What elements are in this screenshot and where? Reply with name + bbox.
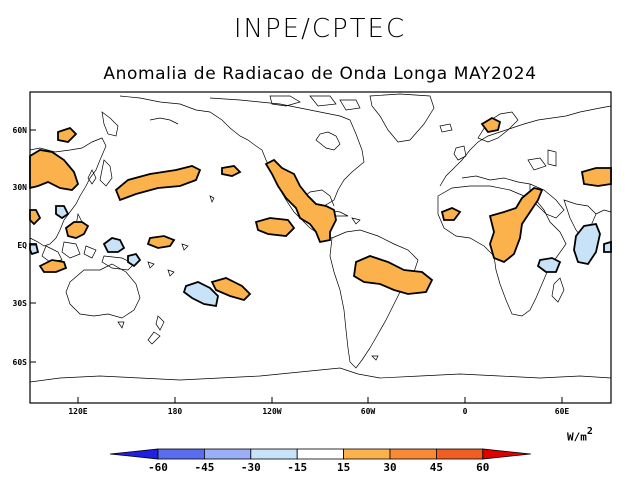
colorbar-label: -45 xyxy=(194,461,214,474)
anomaly-neg-indian-ocean-east xyxy=(603,240,612,253)
colorbar-swatch xyxy=(389,448,437,460)
anomaly-neg-melanesia xyxy=(127,252,142,268)
anomaly-scandinavia xyxy=(480,116,502,133)
anomaly-south-america xyxy=(353,255,434,295)
units-label: W/m2 xyxy=(567,426,593,444)
anomaly-central-pacific xyxy=(146,235,176,249)
anomaly-indonesia xyxy=(38,259,68,273)
lat-label: 60S xyxy=(13,358,28,367)
lat-label: 30N xyxy=(13,183,28,192)
lon-label: 120W xyxy=(262,407,281,416)
colorbar-label: 15 xyxy=(337,461,350,474)
anomaly-neg-west-pacific xyxy=(102,237,126,253)
longitude-labels: 120E 180 120W 60W 0 60E xyxy=(68,407,569,416)
lon-label: 60E xyxy=(555,407,570,416)
colorbar-swatch xyxy=(157,448,205,460)
chart-title: Anomalia de Radiacao de Onda Longa MAY20… xyxy=(103,64,537,84)
anomaly-neg-south-pacific xyxy=(182,281,219,308)
axis-ticks xyxy=(30,129,563,403)
colorbar-arrow-low xyxy=(109,448,159,460)
anomaly-neg-indian-ocean-west xyxy=(29,243,40,256)
anomaly-north-pacific xyxy=(114,165,202,202)
negative-anomaly-areas xyxy=(29,205,612,308)
anomaly-mid-pacific xyxy=(221,165,242,177)
anomaly-philippines xyxy=(64,221,90,239)
colorbar-label: 45 xyxy=(430,461,443,474)
lon-label: 0 xyxy=(463,407,468,416)
colorbar-label: -60 xyxy=(148,461,168,474)
positive-anomaly-areas xyxy=(29,116,612,302)
lat-label: 60N xyxy=(13,126,28,135)
colorbar-swatch xyxy=(203,448,252,460)
anomaly-africa xyxy=(488,187,544,264)
anomaly-south-china xyxy=(29,209,42,226)
anomaly-central-asia xyxy=(580,167,612,187)
colorbar-swatch xyxy=(343,448,391,460)
anomaly-east-asia xyxy=(29,149,80,191)
anomaly-neg-south-africa xyxy=(536,257,562,273)
colorbar-swatch xyxy=(250,448,298,460)
anomaly-north-america-west xyxy=(264,158,337,244)
anomaly-south-pacific xyxy=(210,277,252,302)
lat-label: 30S xyxy=(13,299,28,308)
colorbar-swatch xyxy=(435,448,484,460)
latitude-labels: 60N 30N EQ 30S 60S xyxy=(13,126,28,367)
anomaly-west-africa xyxy=(440,207,462,221)
colorbar-label: -15 xyxy=(287,461,307,474)
colorbar-swatch xyxy=(296,448,345,460)
lat-label: EQ xyxy=(17,241,27,250)
colorbar-label: -30 xyxy=(241,461,261,474)
lon-label: 180 xyxy=(168,407,183,416)
lon-label: 60W xyxy=(361,407,376,416)
anomaly-neg-south-china-sea xyxy=(55,205,70,220)
anomaly-east-pacific xyxy=(254,217,296,237)
color-bar-legend: -60 -45 -30 -15 15 30 45 60 xyxy=(109,448,531,474)
colorbar-label: 30 xyxy=(383,461,396,474)
anomaly-kamchatka xyxy=(57,126,78,143)
organization-title: INPE/CPTEC xyxy=(233,14,407,44)
anomaly-neg-east-africa xyxy=(573,222,601,266)
colorbar-arrow-high xyxy=(482,448,531,460)
lon-label: 120E xyxy=(68,407,87,416)
colorbar-label: 60 xyxy=(476,461,489,474)
